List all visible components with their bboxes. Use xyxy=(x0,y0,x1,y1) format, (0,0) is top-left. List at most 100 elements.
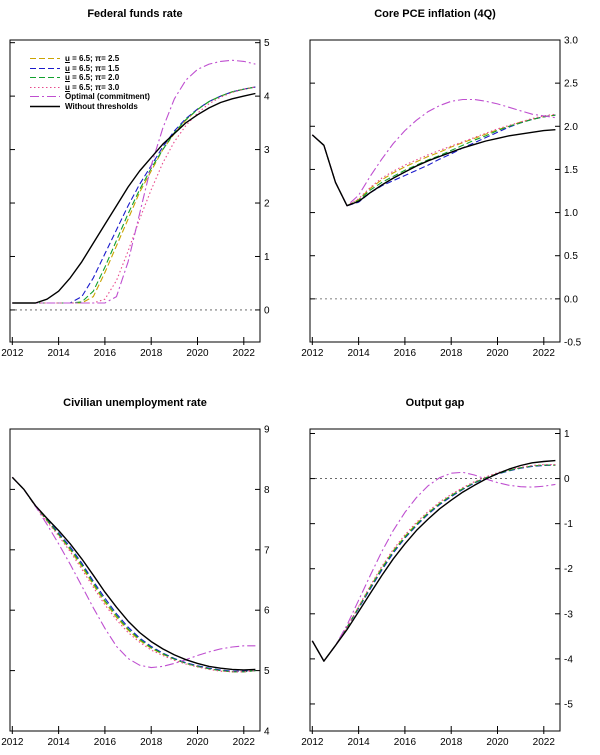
series-line-u65_pi25 xyxy=(11,476,256,673)
y-tick-label: -1 xyxy=(564,519,573,530)
series-line-without xyxy=(12,92,256,304)
x-tick-label: 2016 xyxy=(94,348,117,359)
plot-frame xyxy=(9,39,261,343)
panel-output-gap: Output gap -5 -4 -3 -2 -1 0 1 2012 2014 2016 2018 2… xyxy=(300,377,600,755)
chart-canvas: 0 1 2 3 4 5 2012 2014 2016 2018 2020 2022 xyxy=(1,38,270,359)
y-tick-label: 0 xyxy=(264,305,270,316)
x-tick-label: 2014 xyxy=(347,737,370,748)
series-line-optimal xyxy=(311,98,556,207)
legend-label: u = 6.5; π= 2.0 xyxy=(65,73,120,83)
x-tick-label: 2022 xyxy=(233,348,256,359)
x-tick-label: 2022 xyxy=(233,737,256,748)
series-line-u65_pi15 xyxy=(12,86,256,304)
chart-canvas: -0.5 0.0 0.5 1.0 1.5 2.0 2.5 3.0 2012 2014 2016 201… xyxy=(301,36,582,360)
y-tick-label: 6 xyxy=(264,606,270,617)
series-line-u65_pi20 xyxy=(311,114,556,207)
x-tick-label: 2020 xyxy=(486,348,509,359)
y-tick-label: 3.0 xyxy=(564,36,578,47)
panel-federal-funds-rate: Federal funds rate 0 1 2 3 4 5 2012 2014 2016 201… xyxy=(0,0,300,377)
y-tick-label: 3 xyxy=(264,145,270,156)
legend-line-sample xyxy=(30,67,60,69)
x-tick-label: 2014 xyxy=(47,737,70,748)
x-tick-label: 2012 xyxy=(301,737,324,748)
x-tick-label: 2018 xyxy=(140,348,163,359)
y-tick-label: 1.0 xyxy=(564,208,578,219)
x-tick-label: 2020 xyxy=(186,348,209,359)
y-tick-label: 4 xyxy=(264,92,270,103)
legend-line-sample xyxy=(30,96,60,98)
y-tick-label: 5 xyxy=(264,38,270,49)
chart-civilian-unemployment-rate: 4 5 6 7 8 9 2012 2014 2016 2018 2020 2022 xyxy=(1,421,300,755)
chart-output-gap: -5 -4 -3 -2 -1 0 1 2012 2014 2016 2018 2020 2022 xyxy=(301,421,600,755)
legend-label: Optimal (commitment) xyxy=(65,92,150,102)
series-line-u65_pi15 xyxy=(311,114,556,207)
y-tick-label: -2 xyxy=(564,564,573,575)
y-tick-label: 5 xyxy=(264,666,270,677)
series-line-u65_pi15 xyxy=(311,464,556,662)
y-tick-label: -0.5 xyxy=(564,338,582,349)
y-tick-label: 2.0 xyxy=(564,122,578,133)
x-tick-label: 2016 xyxy=(394,348,417,359)
series-line-optimal xyxy=(12,59,256,304)
legend-item: u = 6.5; π= 1.5 xyxy=(30,64,150,74)
legend-line-sample xyxy=(30,86,60,88)
y-tick-label: -3 xyxy=(564,609,573,620)
series-line-u65_pi30 xyxy=(311,464,556,662)
y-tick-label: 1 xyxy=(264,252,270,263)
legend-item: Without thresholds xyxy=(30,102,150,112)
x-tick-label: 2012 xyxy=(301,348,324,359)
series-line-u65_pi30 xyxy=(11,476,256,673)
panel-civilian-unemployment-rate: Civilian unemployment rate 4 5 6 7 8 9 2012 201… xyxy=(0,377,300,755)
legend-item: u = 6.5; π= 2.5 xyxy=(30,54,150,64)
y-tick-label: 2 xyxy=(264,199,270,210)
chart-title-civilian-unemployment-rate: Civilian unemployment rate xyxy=(63,397,207,409)
legend-line-sample xyxy=(30,77,60,79)
x-tick-label: 2016 xyxy=(94,737,117,748)
x-tick-label: 2018 xyxy=(440,348,463,359)
series-line-without xyxy=(11,476,256,671)
legend-label: u = 6.5; π= 1.5 xyxy=(65,63,120,73)
y-tick-label: -4 xyxy=(564,654,573,665)
y-tick-label: 0.0 xyxy=(564,294,578,305)
x-tick-label: 2012 xyxy=(1,348,24,359)
series-line-u65_pi15 xyxy=(11,476,256,672)
x-tick-label: 2012 xyxy=(1,737,24,748)
plot-frame xyxy=(9,428,261,732)
x-tick-label: 2020 xyxy=(486,737,509,748)
series-line-without xyxy=(311,459,556,662)
y-tick-label: 2.5 xyxy=(564,79,578,90)
y-tick-label: 7 xyxy=(264,545,270,556)
series-line-u65_pi30 xyxy=(311,113,556,207)
series-line-u65_pi20 xyxy=(311,464,556,662)
y-tick-label: 0 xyxy=(564,474,570,485)
series-line-u65_pi25 xyxy=(311,114,556,207)
legend: u = 6.5; π= 2.5 u = 6.5; π= 1.5 u = 6.5; π… xyxy=(30,54,150,111)
panel-core-pce-inflation: Core PCE inflation (4Q) -0.5 0.0 0.5 1.0 1.5… xyxy=(300,0,600,377)
series-line-optimal xyxy=(11,476,256,669)
y-tick-label: 8 xyxy=(264,485,270,496)
chart-title-output-gap: Output gap xyxy=(405,397,465,409)
legend-label: u = 6.5; π= 2.5 xyxy=(65,54,120,64)
series-line-u65_pi20 xyxy=(11,476,256,673)
x-tick-label: 2022 xyxy=(533,737,556,748)
legend-line-sample xyxy=(30,105,60,107)
y-tick-label: 9 xyxy=(264,425,270,436)
legend-label: Without thresholds xyxy=(65,101,138,111)
chart-canvas: 4 5 6 7 8 9 2012 2014 2016 2018 2020 2022 xyxy=(1,425,270,749)
legend-item: u = 6.5; π= 3.0 xyxy=(30,83,150,93)
x-tick-label: 2018 xyxy=(440,737,463,748)
series-line-u65_pi25 xyxy=(311,464,556,662)
legend-label: u = 6.5; π= 3.0 xyxy=(65,82,120,92)
chart-title-core-pce-inflation: Core PCE inflation (4Q) xyxy=(374,8,496,20)
legend-line-sample xyxy=(30,58,60,60)
plot-frame xyxy=(309,39,561,343)
legend-item: u = 6.5; π= 2.0 xyxy=(30,73,150,83)
plot-frame xyxy=(309,428,561,732)
chart-federal-funds-rate: 0 1 2 3 4 5 2012 2014 2016 2018 2020 2022 xyxy=(1,32,300,366)
chart-canvas: -5 -4 -3 -2 -1 0 1 2012 2014 2016 2018 2020 2022 xyxy=(301,428,573,748)
series-line-optimal xyxy=(311,471,556,662)
legend-item: Optimal (commitment) xyxy=(30,92,150,102)
y-tick-label: 1.5 xyxy=(564,165,578,176)
y-tick-label: -5 xyxy=(564,699,573,710)
